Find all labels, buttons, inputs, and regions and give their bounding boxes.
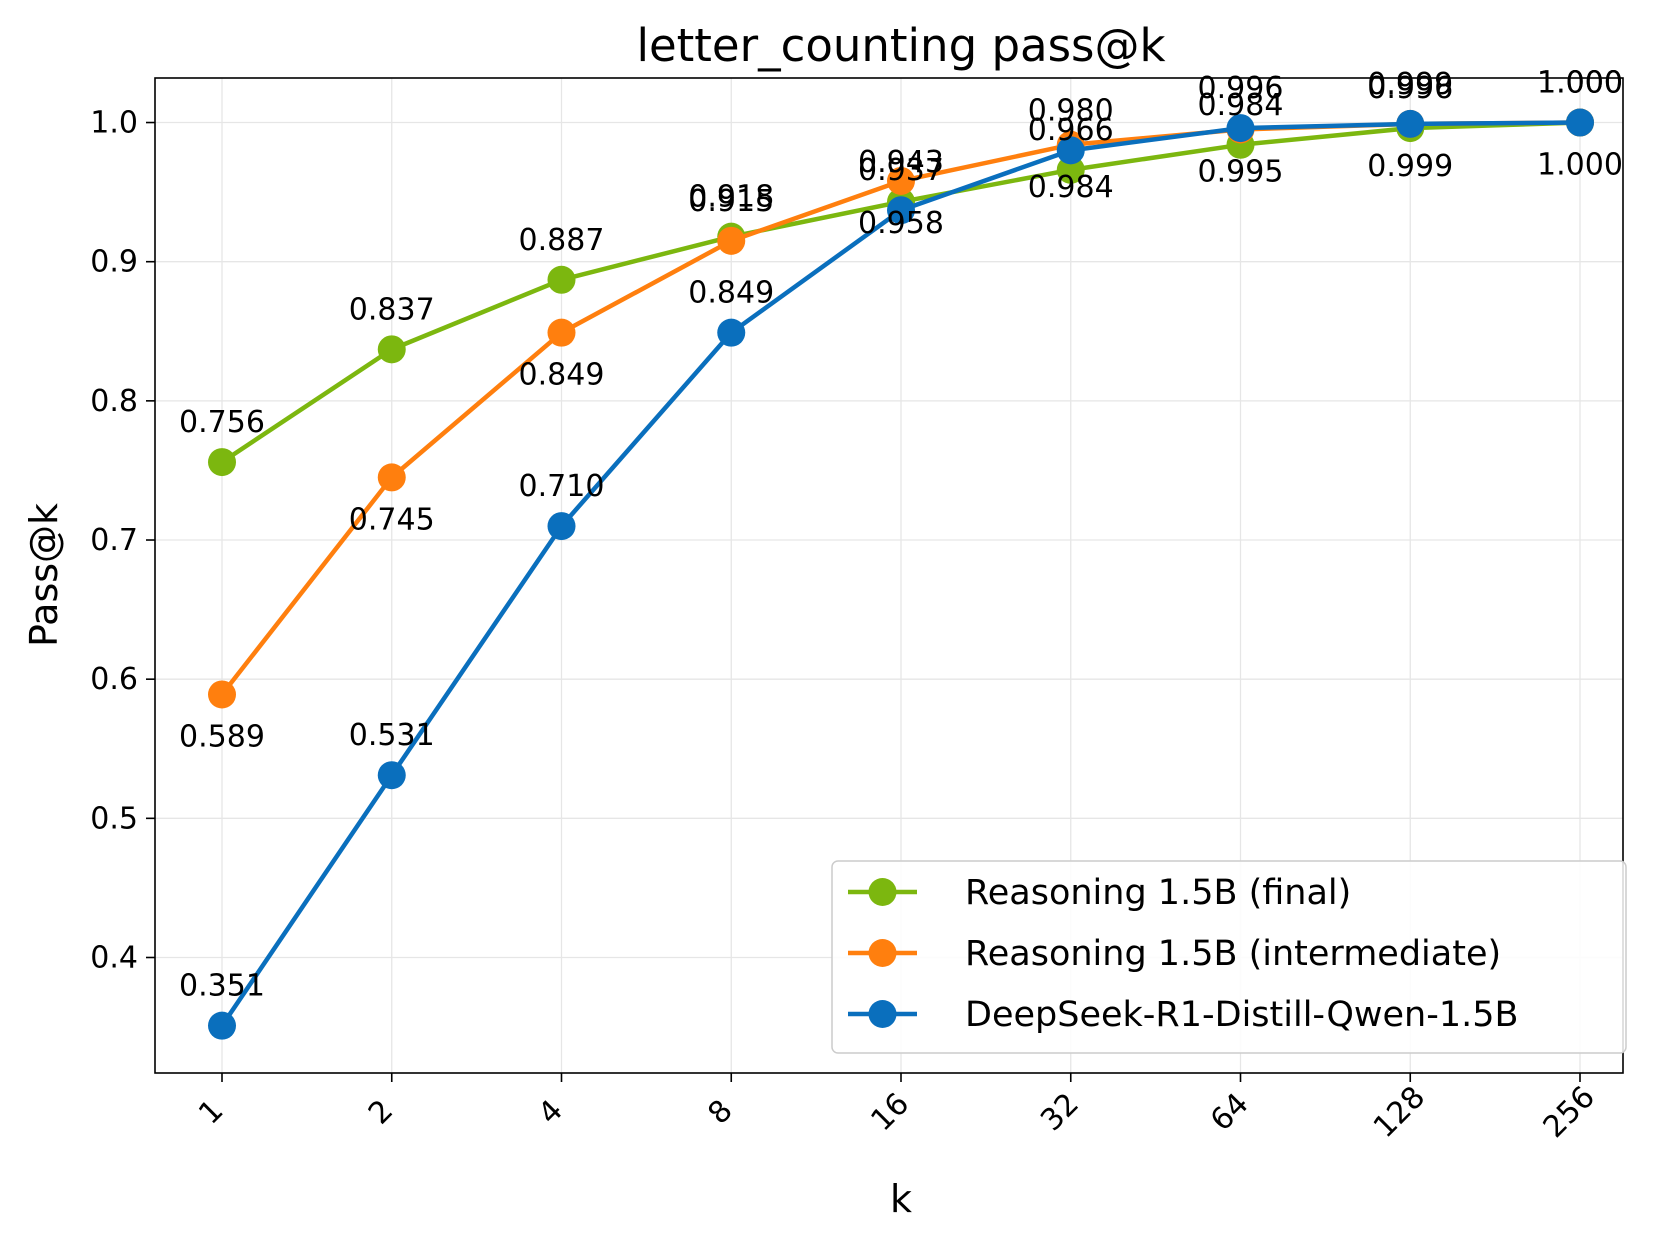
chart-title: letter_counting pass@k xyxy=(636,19,1165,72)
data-label: 0.589 xyxy=(179,719,265,754)
x-axis-label: k xyxy=(890,1177,912,1221)
series-lines xyxy=(208,108,1594,1040)
legend-label-2: Reasoning 1.5B (intermediate) xyxy=(965,934,1501,974)
series-2-point xyxy=(208,680,236,709)
data-label: 0.918 xyxy=(688,180,774,215)
data-label: 0.710 xyxy=(519,469,605,504)
data-label: 0.943 xyxy=(858,145,944,180)
data-label: 0.937 xyxy=(858,153,944,188)
series-3-point xyxy=(547,512,576,541)
data-label: 0.999 xyxy=(1367,149,1453,184)
series-1-point xyxy=(208,448,236,477)
legend-label-3: DeepSeek-R1-Distill-Qwen-1.5B xyxy=(965,995,1519,1035)
data-label: 0.996 xyxy=(1198,71,1284,106)
series-3-point xyxy=(1056,136,1085,165)
series-1-point xyxy=(377,335,406,364)
data-label: 0.980 xyxy=(1028,93,1114,128)
legend-marker-2 xyxy=(868,939,897,967)
y-tick-label: 0.4 xyxy=(90,940,138,975)
data-label: 1.000 xyxy=(1537,66,1623,101)
y-tick-label: 0.8 xyxy=(90,384,138,419)
data-label: 0.999 xyxy=(1367,67,1453,102)
data-label: 0.887 xyxy=(519,223,605,258)
data-label: 0.849 xyxy=(688,276,774,311)
y-tick-label: 0.5 xyxy=(90,801,138,836)
legend-marker-1 xyxy=(868,878,897,906)
series-3-point xyxy=(1396,109,1425,138)
data-label: 0.984 xyxy=(1028,170,1114,205)
data-label: 0.996 xyxy=(1367,71,1453,106)
y-axis-label: Pass@k xyxy=(22,503,66,647)
data-label: 0.531 xyxy=(349,718,435,753)
y-tick-label: 0.9 xyxy=(90,245,138,280)
y-tick-label: 1.0 xyxy=(90,106,138,141)
series-3-point xyxy=(1566,108,1594,137)
data-label: 0.351 xyxy=(179,969,265,1004)
data-label: 1.000 xyxy=(1537,148,1623,183)
series-1-point xyxy=(1056,155,1085,184)
data-label: 0.984 xyxy=(1198,88,1284,123)
y-tick-label: 0.7 xyxy=(90,523,138,558)
series-2-point xyxy=(377,463,406,492)
data-label: 0.837 xyxy=(349,292,435,327)
data-label: 0.966 xyxy=(1028,113,1114,148)
plot-frame xyxy=(154,77,1624,1074)
series-2-point xyxy=(717,226,746,255)
legend-label-1: Reasoning 1.5B (final) xyxy=(965,873,1351,913)
series-2-point xyxy=(547,318,576,347)
series-2-point xyxy=(887,166,915,195)
legend-box xyxy=(831,860,1627,1054)
series-3-point xyxy=(377,761,406,790)
data-label: 0.745 xyxy=(349,502,435,537)
legend: Reasoning 1.5B (final) Reasoning 1.5B (in… xyxy=(831,860,1627,1054)
series-1-point xyxy=(547,265,576,294)
series-3-point xyxy=(717,318,746,347)
data-label: 1.000 xyxy=(1537,66,1623,101)
legend-marker-3 xyxy=(868,1000,897,1028)
data-label: 0.915 xyxy=(688,184,774,219)
data-label: 0.995 xyxy=(1198,154,1284,189)
y-tick-label: 0.6 xyxy=(90,662,138,697)
series-3-point xyxy=(1226,114,1255,143)
series-3-point xyxy=(887,196,915,225)
series-3-point xyxy=(208,1011,236,1040)
data-label: 0.958 xyxy=(858,206,944,241)
data-label: 0.849 xyxy=(519,358,605,393)
data-label: 0.756 xyxy=(179,405,265,440)
